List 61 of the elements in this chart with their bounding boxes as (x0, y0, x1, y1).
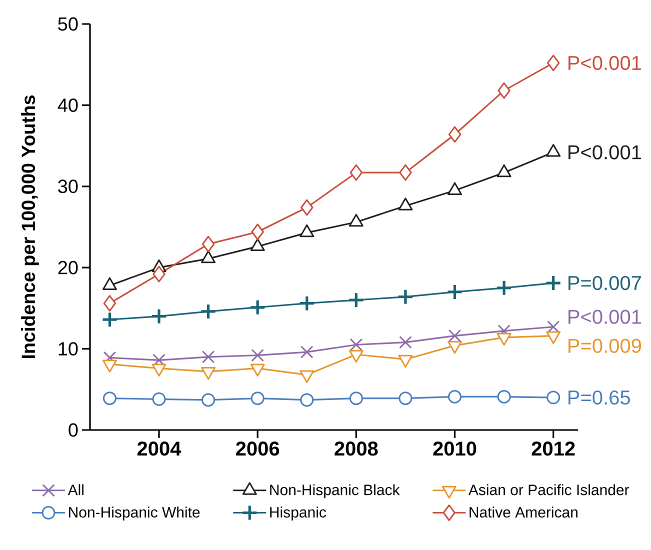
point (448, 390, 462, 404)
point (103, 295, 116, 312)
point (101, 311, 118, 328)
point (150, 308, 168, 325)
point (399, 336, 412, 349)
annotation: P=0.009 (568, 338, 641, 353)
point (298, 295, 316, 312)
x-tick-label: 2012 (532, 442, 575, 456)
point (398, 392, 412, 406)
point (152, 266, 166, 282)
x-tick-label: 2008 (334, 442, 378, 456)
point (152, 392, 166, 406)
legend-label: All (68, 484, 84, 496)
point (349, 392, 363, 406)
legend-label: Asian or Pacific Islander (468, 484, 630, 496)
annotation: P=0.65 (568, 390, 630, 405)
annotation: P=0.007 (568, 276, 641, 290)
legend-label: Non-Hispanic Black (270, 484, 400, 498)
point (300, 199, 314, 216)
y-axis-title: Incidence per 100,000 Youths (21, 95, 39, 358)
y-tick-label: 30 (58, 180, 78, 194)
point (448, 126, 462, 143)
point (498, 82, 510, 99)
annotation: P<0.001 (568, 145, 641, 160)
point (102, 392, 116, 406)
point (545, 274, 562, 292)
point (200, 303, 217, 320)
x-tick-label: 2006 (236, 442, 280, 456)
point (496, 280, 512, 296)
point (202, 393, 216, 407)
y-tick-label: 40 (58, 98, 78, 112)
legend-label: Non-Hispanic White (69, 506, 200, 521)
point (350, 164, 363, 181)
point (251, 348, 264, 362)
x-tick-label: 2004 (137, 442, 182, 456)
point (448, 329, 462, 342)
point (249, 299, 266, 316)
legend-label: Hispanic (270, 506, 326, 521)
point (348, 292, 364, 308)
point (397, 288, 414, 306)
point (251, 224, 264, 240)
y-tick-label: 0 (68, 423, 78, 437)
y-tick-label: 10 (58, 342, 78, 356)
point (300, 393, 314, 407)
point (546, 54, 560, 72)
point (446, 284, 464, 300)
legend-label: Native American (470, 506, 578, 518)
y-tick-label: 50 (58, 17, 78, 31)
point (202, 350, 215, 364)
point (546, 320, 560, 334)
point (399, 164, 412, 181)
annotation: P<0.001 (568, 310, 641, 324)
point (350, 338, 363, 352)
point (497, 390, 511, 404)
point (250, 392, 264, 406)
point (202, 236, 215, 252)
y-tick-label: 20 (58, 260, 78, 274)
point (300, 346, 314, 358)
annotation: P<0.001 (568, 56, 641, 70)
x-tick-label: 2010 (433, 442, 476, 456)
point (546, 390, 560, 404)
